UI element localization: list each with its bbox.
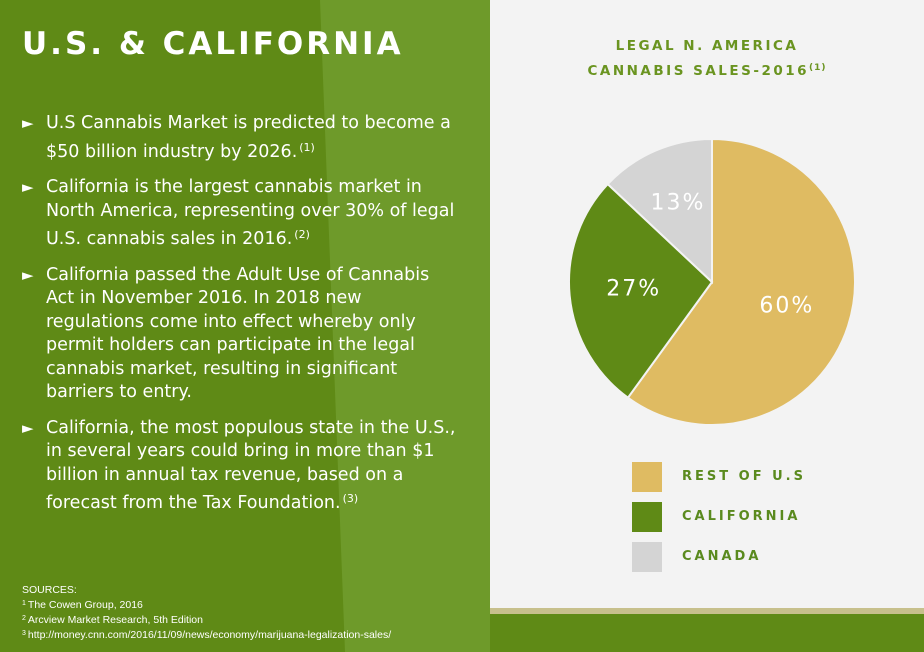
source-text: http://money.cnn.com/2016/11/09/news/eco… [27,629,392,641]
right-panel-bottom-bar [490,608,924,614]
bullet-item: ► California passed the Adult Use of Cann… [22,264,462,405]
chart-title-line2: CANNABIS SALES-2016(1) [490,57,924,82]
source-number: 1 [22,600,26,607]
pie-slice-canada [606,137,713,285]
legend-swatch [632,542,662,572]
legend-label: CANADA [682,549,762,564]
bullet-item: ► California is the largest cannabis mark… [22,176,462,252]
bullet-footnote: (2) [294,228,310,241]
bullet-text: California passed the Adult Use of Canna… [46,264,430,403]
chart-title-footnote: (1) [809,63,827,73]
diagonal-stripe [320,0,490,652]
source-item: 2 Arcview Market Research, 5th Edition [22,612,391,627]
source-number: 3 [22,630,26,637]
pie-slice-label: 13% [650,190,705,215]
bullet-item: ► California, the most populous state in … [22,417,462,516]
chart-title-line2-text: CANNABIS SALES-2016 [587,63,810,79]
bullet-arrow-icon: ► [22,418,34,437]
source-item: 3 http://money.cnn.com/2016/11/09/news/ec… [22,627,391,642]
chart-title-line1: LEGAL N. AMERICA [615,38,799,54]
bullet-text: California is the largest cannabis marke… [46,177,455,249]
page-title: U.S. & CALIFORNIA [22,26,404,62]
bullet-arrow-icon: ► [22,178,34,196]
source-item: 1 The Cowen Group, 2016 [22,597,391,612]
pie-slice-label: 60% [759,293,814,318]
sources-heading: SOURCES: [22,584,77,596]
sources-items: 1 The Cowen Group, 2016 2 Arcview Market Re… [22,597,391,642]
source-text: The Cowen Group, 2016 [27,599,143,611]
legend-swatch [632,462,662,492]
bullet-arrow-icon: ► [22,114,34,132]
bullet-list: ► U.S Cannabis Market is predicted to bec… [22,112,462,528]
bullet-footnote: (3) [342,492,359,505]
bullet-text: California, the most populous state in t… [46,417,456,514]
source-number: 2 [22,615,26,622]
source-text: Arcview Market Research, 5th Edition [27,614,203,626]
legend-label: CALIFORNIA [682,509,801,524]
sources: SOURCES: 1 The Cowen Group, 2016 2 Arcview … [22,583,391,642]
bullet-item: ► U.S Cannabis Market is predicted to bec… [22,112,462,164]
pie-slice-label: 27% [606,276,661,301]
pie-chart: 60% 27% 13% [568,137,856,426]
pie-slice-california [568,182,714,400]
bullet-footnote: (1) [299,140,315,154]
bullet-arrow-icon: ► [22,265,34,284]
legend-swatch [632,502,662,532]
chart-title: LEGAL N. AMERICA CANNABIS SALES-2016(1) [490,35,924,82]
legend-label: REST OF U.S [682,469,806,484]
pie-slice-rest-of-u-s [626,137,856,426]
bullet-text: U.S Cannabis Market is predicted to beco… [46,113,451,162]
